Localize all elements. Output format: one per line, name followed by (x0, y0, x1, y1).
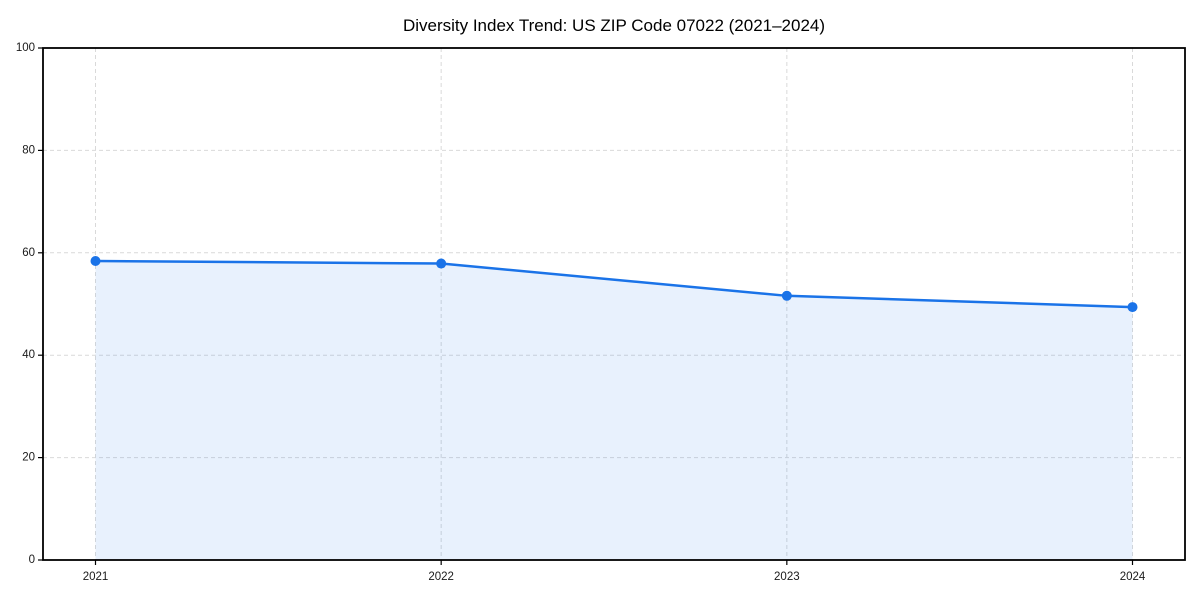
y-axis: 0 20 40 60 80 100 (16, 42, 43, 566)
gridlines (43, 47, 1185, 561)
y-tick-label: 80 (22, 144, 35, 156)
x-tick-label: 2021 (83, 571, 109, 583)
y-tick-label: 0 (29, 554, 35, 566)
y-tick-label: 60 (22, 247, 35, 259)
plot-border (42, 47, 1186, 561)
y-tick-label: 40 (22, 349, 35, 361)
chart-title: Diversity Index Trend: US ZIP Code 07022… (403, 16, 825, 35)
x-axis: 2021 2022 2023 2024 (83, 560, 1146, 583)
x-tick-label: 2022 (428, 571, 454, 583)
data-point-2024 (1127, 302, 1138, 313)
area-fill (95, 260, 1133, 560)
y-tick-label: 20 (22, 452, 35, 464)
x-tick-label: 2023 (774, 571, 800, 583)
data-point-2022 (436, 258, 447, 269)
data-point-2023 (781, 290, 792, 301)
trend-line (94, 259, 1134, 309)
data-point-2021 (90, 255, 101, 266)
line-series (94, 259, 1134, 309)
y-tick-label: 100 (16, 42, 35, 54)
x-tick-label: 2024 (1120, 571, 1146, 583)
area-series (95, 260, 1133, 560)
data-points (90, 255, 1138, 313)
